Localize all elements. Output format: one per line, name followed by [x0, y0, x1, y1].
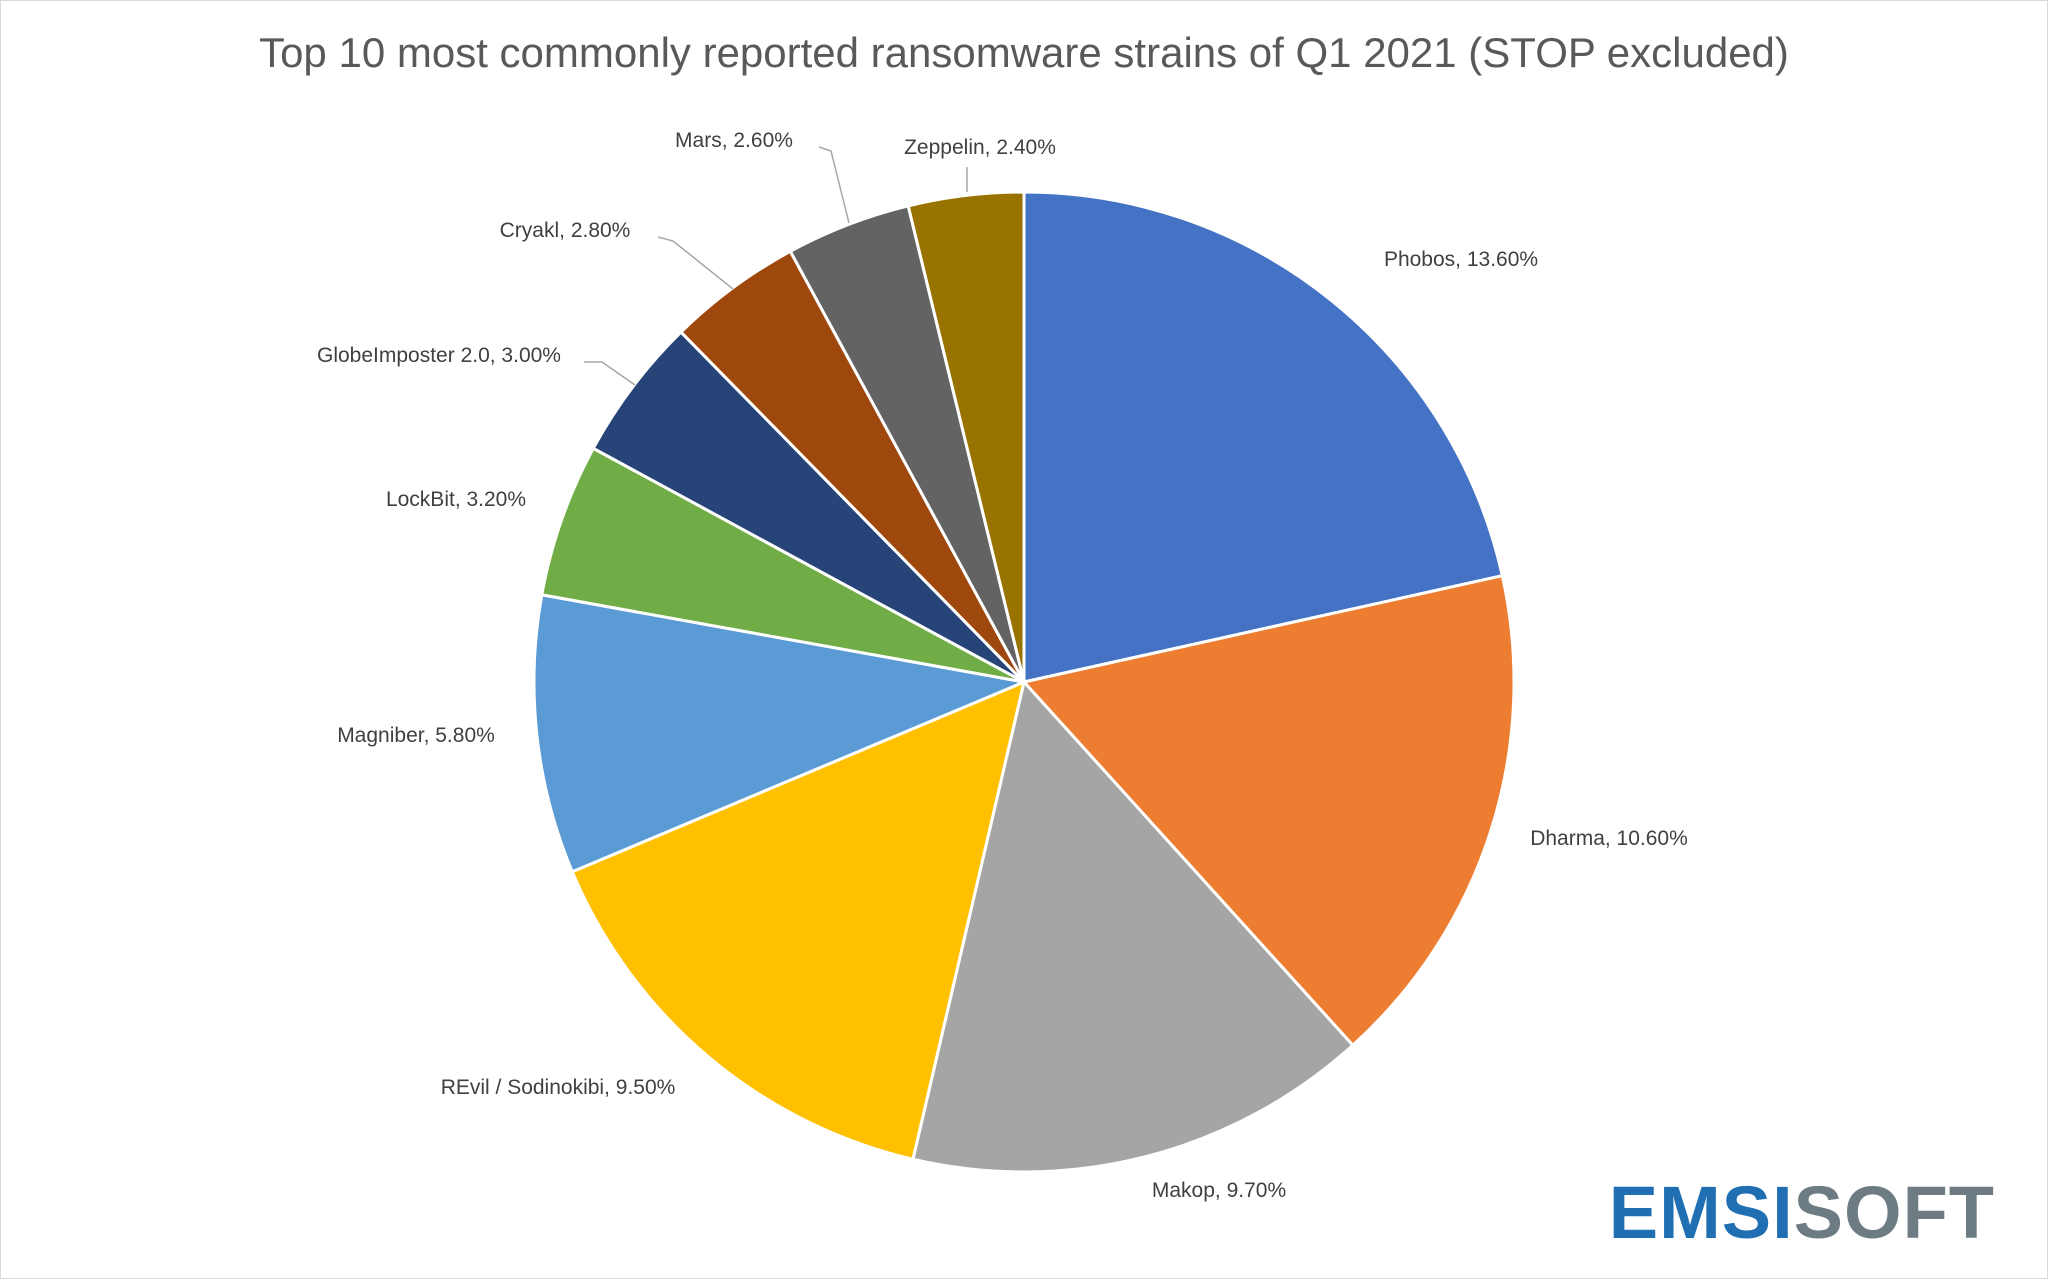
leader-line [818, 146, 850, 224]
data-label-dharma: Dharma, 10.60% [1530, 827, 1688, 850]
data-label-zeppelin: Zeppelin, 2.40% [904, 136, 1056, 159]
slice-phobos [1022, 190, 1505, 684]
slice-dharma [1021, 573, 1516, 1048]
slice-zeppelin [906, 190, 1026, 683]
logo-part-soft: SOFT [1793, 1171, 1995, 1254]
data-label-lockbit: LockBit, 3.20% [386, 488, 526, 511]
data-label-globeimposter-2-0: GlobeImposter 2.0, 3.00% [317, 344, 561, 367]
emsisoft-logo: EMSISOFT [1609, 1176, 1995, 1250]
data-label-revil-sodinokibi: REvil / Sodinokibi, 9.50% [441, 1076, 676, 1099]
slice-lockbit [540, 446, 1025, 684]
slice-revil-sodinokibi [570, 679, 1027, 1162]
chart-title: Top 10 most commonly reported ransomware… [259, 29, 1789, 76]
data-label-mars: Mars, 2.60% [675, 129, 793, 152]
logo-part-ems: EMSI [1608, 1171, 1794, 1254]
slice-magniber [532, 593, 1030, 874]
leader-line [584, 361, 636, 386]
data-label-magniber: Magniber, 5.80% [337, 724, 495, 747]
data-label-makop: Makop, 9.70% [1152, 1179, 1286, 1202]
pie-slices [532, 190, 1516, 1174]
leader-lines [584, 146, 968, 386]
data-label-phobos: Phobos, 13.60% [1384, 248, 1538, 271]
leader-line [657, 236, 734, 290]
slice-makop [911, 678, 1355, 1174]
data-labels: Phobos, 13.60% Dharma, 10.60% Makop, 9.70%… [317, 129, 1688, 1202]
data-label-cryakl: Cryakl, 2.80% [500, 219, 631, 242]
